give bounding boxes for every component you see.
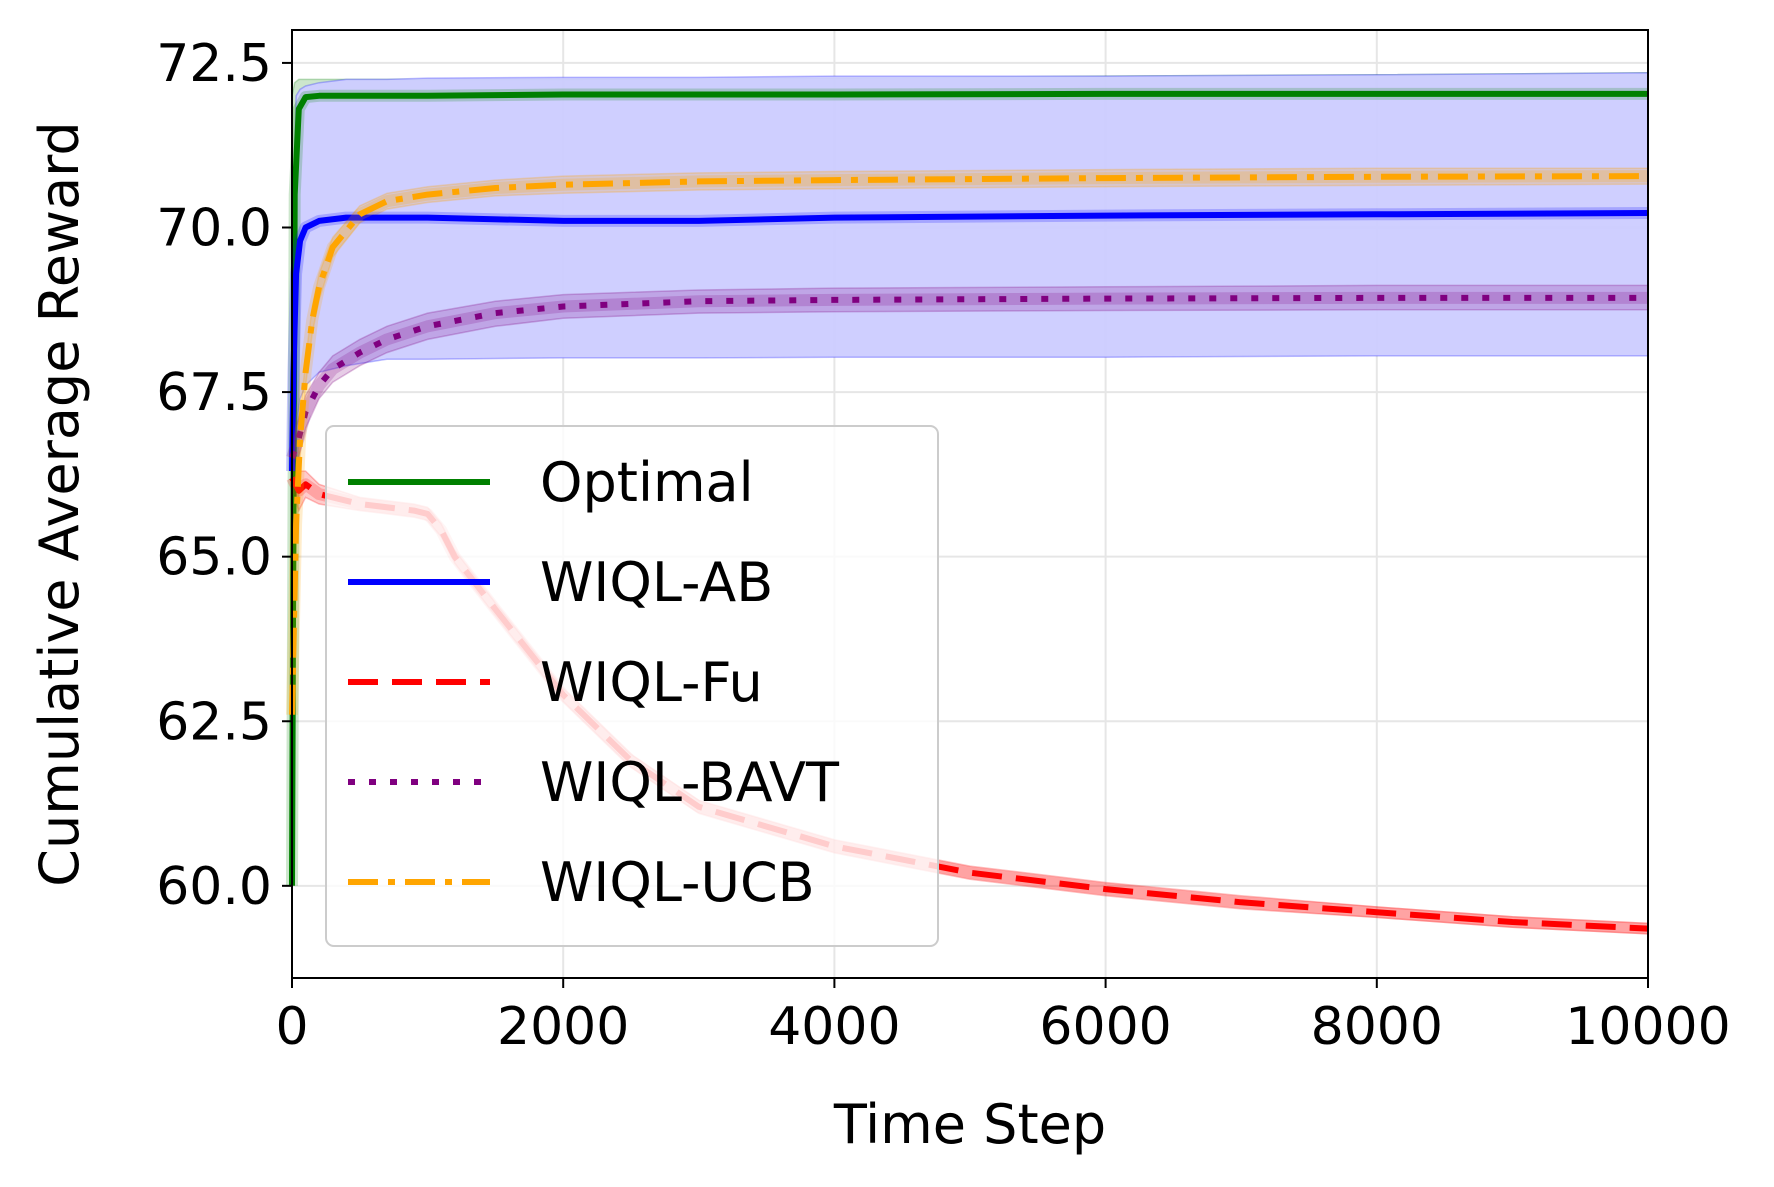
series-line — [289, 210, 1649, 472]
x-tick-label: 6000 — [1039, 997, 1171, 1057]
legend-label: WIQL-BAVT — [540, 751, 840, 814]
legend-box — [325, 425, 939, 947]
y-tick-label: 60.0 — [156, 857, 272, 917]
legend-label: WIQL-AB — [540, 551, 773, 614]
x-tick-label: 0 — [275, 997, 308, 1057]
series-line — [289, 90, 1648, 886]
x-tick-label: 2000 — [497, 997, 629, 1057]
y-axis-label: Cumulative Average Reward — [28, 121, 91, 886]
x-axis-label: Time Step — [833, 1093, 1106, 1156]
axis-ticks: 0 2000 4000 6000 8000 10000 60.0 62.5 65.0 67.5 70… — [156, 34, 1730, 1057]
y-tick-label: 65.0 — [156, 528, 272, 588]
y-tick-label: 70.0 — [156, 199, 272, 259]
x-tick-label: 8000 — [1311, 997, 1443, 1057]
legend-label: WIQL-UCB — [540, 851, 815, 914]
legend-label: WIQL-Fu — [540, 651, 763, 714]
y-tick-label: 67.5 — [156, 363, 272, 423]
y-tick-label: 72.5 — [156, 34, 272, 94]
legend: Optimal WIQL-AB WIQL-Fu WIQL-BAVT WIQL-UCB — [325, 425, 939, 947]
series-line — [289, 173, 1649, 715]
y-tick-label: 62.5 — [156, 692, 272, 752]
legend-label: Optimal — [540, 451, 754, 514]
series-halo — [286, 291, 1648, 460]
plot-frame — [291, 29, 1649, 979]
x-tick-label: 10000 — [1565, 997, 1730, 1057]
x-tick-label: 4000 — [768, 997, 900, 1057]
